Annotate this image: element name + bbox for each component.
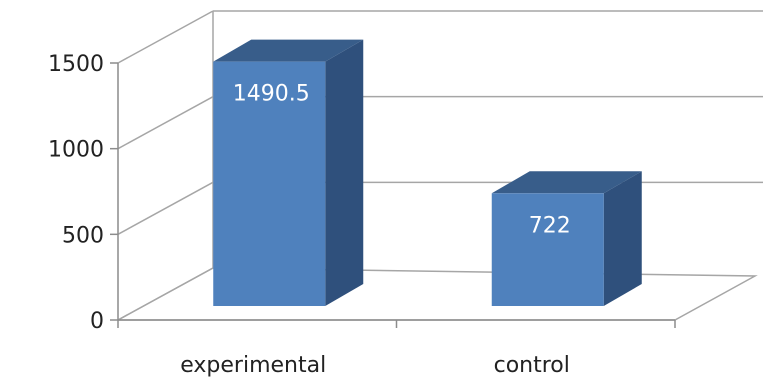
bar-control: 722: [491, 171, 642, 306]
y-tick-label: 1000: [48, 138, 104, 163]
bar-front-face: [491, 193, 604, 306]
bar-top-face: [213, 39, 364, 62]
bar-side-face: [325, 39, 364, 307]
data-label: 1490.5: [233, 82, 310, 107]
y-tick-labels: 0 500 1000 1500: [48, 52, 104, 334]
bar-front-face: [213, 61, 326, 306]
bar-experimental: 1490.5: [213, 39, 364, 307]
gridline-side-500: [117, 181, 214, 235]
category-labels: experimental control: [180, 353, 570, 378]
bar-top-face: [491, 171, 642, 194]
bars: 1490.5 722: [213, 39, 642, 307]
data-label: 722: [529, 213, 571, 238]
gridline-side-1500: [117, 10, 214, 64]
y-tick-label: 500: [62, 223, 104, 248]
y-tick-label: 0: [90, 309, 104, 334]
y-tick-label: 1500: [48, 52, 104, 77]
axes: [110, 62, 676, 328]
gridline-side-0: [117, 267, 214, 321]
category-label-experimental: experimental: [180, 353, 326, 378]
gridline-side-1000: [117, 96, 214, 150]
bar-side-face: [603, 171, 642, 306]
category-label-control: control: [494, 353, 570, 378]
